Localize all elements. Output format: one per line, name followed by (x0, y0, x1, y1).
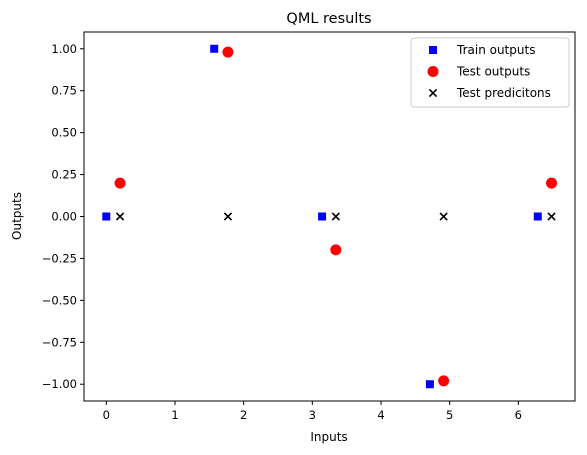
y-tick-label: 0.75 (51, 84, 77, 98)
data-point-square (102, 212, 111, 221)
data-point-circle (438, 375, 450, 387)
y-axis-label: Outputs (10, 192, 24, 240)
data-point-x (223, 212, 233, 221)
x-tick-label: 1 (171, 408, 178, 422)
data-point-square (210, 44, 219, 53)
data-point-circle (546, 177, 558, 189)
data-point-circle (114, 177, 126, 189)
data-point-square (425, 380, 434, 389)
data-point-circle (222, 46, 234, 58)
legend-marker-x (428, 88, 438, 98)
legend-entry-label: Test outputs (456, 65, 530, 79)
chart-title: QML results (286, 11, 371, 27)
data-point-x (115, 212, 125, 221)
data-point-square (318, 212, 327, 221)
x-axis-label: Inputs (310, 430, 347, 444)
data-marks (102, 44, 558, 389)
data-point-circle (330, 244, 342, 256)
data-point-x (331, 212, 340, 221)
plot-frame (83, 31, 576, 402)
y-tick-label: −1.00 (42, 377, 77, 391)
x-tick-label: 5 (446, 408, 453, 422)
y-tick-label: −0.50 (42, 293, 77, 307)
legend-entry-label: Test predicitons (456, 86, 551, 100)
x-tick-label: 4 (377, 408, 384, 422)
legend-entry-label: Train outputs (456, 43, 535, 57)
legend-marker-square (429, 46, 437, 54)
x-tick-label: 0 (103, 408, 110, 422)
y-tick-label: 0.25 (51, 168, 77, 182)
y-tick-label: −0.25 (42, 251, 77, 265)
x-tick-label: 2 (240, 408, 247, 422)
data-point-x (439, 212, 448, 221)
x-tick-label: 3 (309, 408, 316, 422)
legend-box (410, 37, 570, 108)
axis-ticks: 0 1 2 3 4 5 6 1.00 0.75 0.50 0.25 0.00 −0.25 −0.50 −0.… (42, 42, 522, 422)
data-point-x (547, 212, 556, 221)
y-tick-label: −0.75 (42, 335, 77, 349)
x-tick-label: 6 (515, 408, 522, 422)
y-tick-label: 1.00 (51, 42, 77, 56)
y-tick-label: 0.50 (51, 126, 77, 140)
y-tick-label: 0.00 (51, 210, 77, 224)
legend-marker-circle (427, 66, 439, 77)
data-point-square (533, 212, 542, 221)
legend: Train outputs Test outputs Test prediciton… (410, 37, 570, 108)
